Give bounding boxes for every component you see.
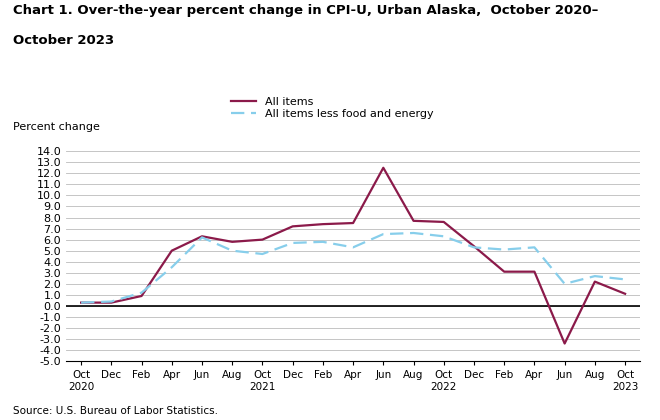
All items less food and energy [168,265,176,270]
All items [440,219,447,224]
All items [531,269,539,274]
All items [137,294,145,299]
All items [198,234,206,239]
Text: October 2023: October 2023 [13,34,114,47]
All items less food and energy [288,240,296,245]
All items less food and energy [108,299,115,304]
Legend: All items, All items less food and energy: All items, All items less food and energ… [227,92,438,124]
All items less food and energy [440,234,447,239]
All items [168,248,176,253]
Text: Source: U.S. Bureau of Labor Statistics.: Source: U.S. Bureau of Labor Statistics. [13,406,218,416]
All items [561,341,569,346]
Text: Chart 1. Over-the-year percent change in CPI-U, Urban Alaska,  October 2020–: Chart 1. Over-the-year percent change in… [13,4,599,17]
All items [349,220,357,226]
All items [410,218,418,223]
All items less food and energy [561,281,569,286]
All items [319,222,327,227]
All items less food and energy [470,245,478,250]
All items less food and energy [410,231,418,236]
All items [108,300,115,305]
Text: Percent change: Percent change [13,122,100,132]
All items less food and energy [500,247,508,252]
All items [77,300,85,305]
All items [288,224,296,229]
All items [259,237,267,242]
All items [500,269,508,274]
All items [591,279,599,284]
All items less food and energy [228,248,236,253]
All items [470,244,478,249]
All items less food and energy [349,245,357,250]
All items less food and energy [531,245,539,250]
All items less food and energy [591,273,599,278]
All items less food and energy [319,239,327,244]
All items less food and energy [77,300,85,305]
All items [379,165,387,170]
All items less food and energy [137,290,145,295]
Line: All items less food and energy: All items less food and energy [81,233,625,303]
All items less food and energy [198,235,206,240]
All items less food and energy [259,252,267,257]
Line: All items: All items [81,168,625,344]
All items less food and energy [379,231,387,236]
All items [621,291,629,296]
All items less food and energy [621,277,629,282]
All items [228,239,236,244]
